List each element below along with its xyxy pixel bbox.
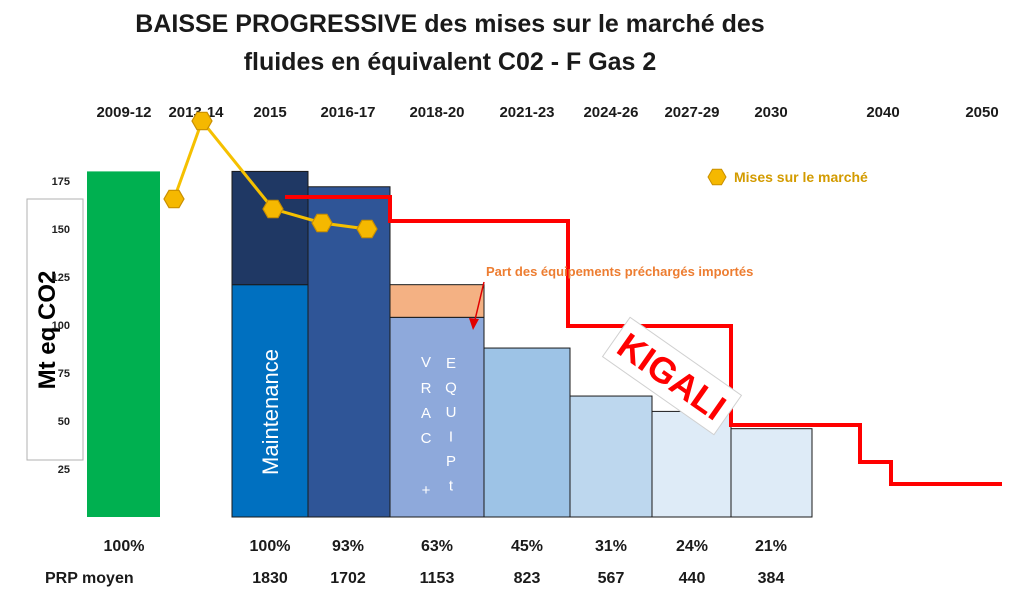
- period-label: 2050: [965, 104, 998, 121]
- percent-value: 100%: [250, 538, 291, 555]
- y-tick-label: 150: [52, 224, 70, 236]
- bar-label-equip-char: E: [446, 355, 456, 372]
- period-labels: 2009-12 2013-14 2015 2016-17 2018-20 2021-23 2…: [96, 104, 998, 121]
- bar-label-equip-char: I: [449, 429, 453, 446]
- prp-row-label: PRP moyen: [45, 570, 134, 587]
- prp-value: 567: [598, 570, 625, 587]
- chart-title-line: fluides en équivalent C02 - F Gas 2: [244, 48, 657, 76]
- mises-line: [200, 120, 368, 231]
- y-tick-label: 50: [58, 416, 70, 428]
- annotation-arrowhead: [469, 318, 479, 330]
- prp-value: 440: [679, 570, 706, 587]
- prp-value: 1153: [420, 570, 455, 587]
- mises-point: [262, 199, 284, 219]
- bar-segment-2015: [231, 170, 309, 286]
- bar-label-equip-char: t: [449, 478, 454, 495]
- bar-2030: [730, 428, 813, 518]
- bar-label-vrac-char: +: [422, 482, 431, 499]
- percent-value: 24%: [676, 538, 708, 555]
- y-tick-label: 175: [52, 176, 70, 188]
- percent-value: 93%: [332, 538, 364, 555]
- annotation-arrow-line: [473, 281, 485, 325]
- percent-value: 31%: [595, 538, 627, 555]
- period-label: 2021-23: [499, 104, 554, 121]
- annotation: Part des équipements préchargés importés: [469, 264, 753, 330]
- period-label: 2040: [866, 104, 899, 121]
- mises-series: [163, 111, 378, 239]
- bar-label-equip-char: U: [446, 404, 457, 421]
- bar-label-vrac-char: R: [421, 380, 432, 397]
- y-tick-label: 100: [52, 320, 70, 332]
- legend-label: Mises sur le marché: [734, 169, 868, 185]
- bar-label-vrac-char: C: [421, 430, 432, 447]
- bar-2021-23: [483, 347, 571, 518]
- percent-value: 45%: [511, 538, 543, 555]
- bar-segment-2018-20: [389, 284, 485, 318]
- percent-value: 100%: [104, 538, 145, 555]
- mises-point: [191, 111, 213, 131]
- bar-label-vrac-char: V: [421, 354, 431, 371]
- y-axis-frame: [26, 198, 84, 461]
- chart-title-line: BAISSE PROGRESSIVE des mises sur le marc…: [135, 10, 764, 38]
- annotation-text: Part des équipements préchargés importés: [486, 264, 753, 279]
- period-label: 2009-12: [96, 104, 151, 121]
- period-label: 2018-20: [409, 104, 464, 121]
- percent-value: 21%: [755, 538, 787, 555]
- bar-label-maintenance: Maintenance: [258, 349, 283, 475]
- legend-marker: [707, 168, 727, 186]
- bar-label-equip-char: P: [446, 453, 456, 470]
- prp-value: 384: [758, 570, 785, 587]
- y-tick-label: 25: [58, 464, 70, 476]
- bar-2016-17: [307, 186, 391, 518]
- kigali-badge-bg: [601, 316, 743, 436]
- prp-value: 823: [514, 570, 541, 587]
- bar-segment-2018-20: [389, 316, 485, 518]
- period-label: 2030: [754, 104, 787, 121]
- period-label: 2015: [253, 104, 286, 121]
- legend: Mises sur le marché: [707, 168, 868, 186]
- period-label: 2024-26: [583, 104, 638, 121]
- period-label: 2016-17: [320, 104, 375, 121]
- mises-point: [356, 219, 378, 239]
- bar-2009-12: [87, 171, 160, 517]
- percent-value: 63%: [421, 538, 453, 555]
- bar-label-equip-char: Q: [445, 380, 457, 397]
- y-axis-box: Mt eq CO2 25 50 75 100 125 150 175: [26, 176, 84, 476]
- period-label: 2027-29: [664, 104, 719, 121]
- bar-label-vrac-char: A: [421, 405, 431, 422]
- bottom-rows: 100% 100% 93% 63% 45% 31% 24% 21% PRP moyen 1830 1…: [45, 538, 787, 587]
- mises-line-segment: [172, 120, 204, 200]
- y-axis-label: Mt eq CO2: [34, 271, 61, 390]
- mises-point: [311, 213, 333, 233]
- y-tick-label: 125: [52, 272, 70, 284]
- prp-value: 1702: [330, 570, 366, 587]
- prp-value: 1830: [252, 570, 288, 587]
- bar-2024-26: [569, 395, 653, 518]
- chart-title: BAISSE PROGRESSIVE des mises sur le marc…: [135, 10, 764, 76]
- y-tick-label: 75: [58, 368, 70, 380]
- mises-point: [163, 189, 185, 209]
